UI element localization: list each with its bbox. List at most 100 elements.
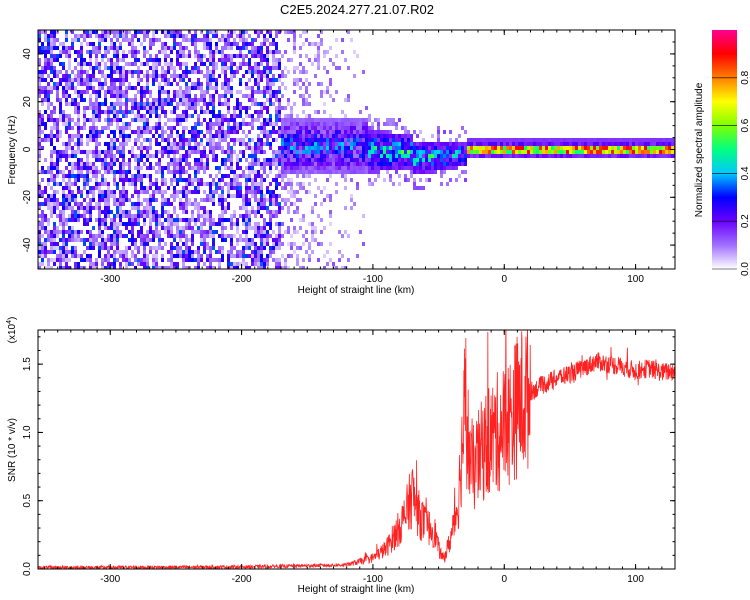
spectrogram-cell [641, 138, 644, 142]
spectrogram-cell [146, 190, 149, 194]
spectrogram-cell [143, 186, 146, 190]
spectrogram-cell [104, 142, 107, 146]
spectrogram-cell [254, 30, 257, 34]
spectrogram-cell [116, 238, 119, 242]
spectrogram-cell [161, 74, 164, 78]
spectrogram-cell [128, 82, 131, 86]
spectrogram-cell [65, 78, 68, 82]
spectrogram-cell [182, 46, 185, 50]
spectrogram-cell [245, 158, 248, 162]
spectrogram-cell [293, 190, 296, 194]
spectrogram-cell [629, 150, 632, 154]
spectrogram-cell [50, 46, 53, 50]
spectrogram-cell [56, 226, 59, 230]
spectrogram-cell [650, 146, 653, 150]
spectrogram-cell [212, 150, 215, 154]
spectrogram-cell [107, 266, 110, 269]
spectrogram-cell [143, 154, 146, 158]
spectrogram-cell [425, 162, 428, 166]
spectrogram-cell [53, 206, 56, 210]
spectrogram-cell [524, 146, 527, 150]
spectrogram-cell [251, 122, 254, 126]
spectrogram-cell [365, 138, 368, 142]
spectrogram-cell [170, 170, 173, 174]
spectrogram-cell [269, 250, 272, 254]
spectrogram-cell [464, 146, 467, 150]
spectrogram-cell [287, 254, 290, 258]
spectrogram-cell [356, 54, 359, 58]
spectrogram-cell [242, 230, 245, 234]
spectrogram-cell [140, 230, 143, 234]
spectrogram-cell [608, 138, 611, 142]
spectrogram-cell [212, 106, 215, 110]
spectrogram-cell [83, 114, 86, 118]
spectrogram-cell [53, 174, 56, 178]
spectrogram-cell [236, 238, 239, 242]
spectrogram-cell [272, 102, 275, 106]
spectrogram-cell [455, 166, 458, 170]
spectrogram-cell [233, 178, 236, 182]
spectrogram-cell [38, 58, 41, 62]
spectrogram-cell [368, 162, 371, 166]
spectrogram-cell [305, 114, 308, 118]
spectrogram-cell [164, 98, 167, 102]
spectrogram-cell [539, 142, 542, 146]
spectrogram-cell [257, 138, 260, 142]
spectrogram-cell [659, 150, 662, 154]
spectrogram-cell [248, 186, 251, 190]
spectrogram-cell [332, 142, 335, 146]
spectrogram-cell [278, 182, 281, 186]
spectrogram-cell [263, 42, 266, 46]
spectrogram-cell [299, 78, 302, 82]
spectrogram-cell [152, 70, 155, 74]
spectrogram-cell [179, 170, 182, 174]
spectrogram-cell [305, 166, 308, 170]
spectrogram-cell [239, 82, 242, 86]
spectrogram-cell [365, 126, 368, 130]
spectrogram-cell [290, 126, 293, 130]
spectrogram-cell [233, 126, 236, 130]
spectrogram-cell [371, 122, 374, 126]
spectrogram-cell [284, 74, 287, 78]
spectrogram-cell [452, 142, 455, 146]
spectrogram-cell [176, 62, 179, 66]
spectrogram-cell [407, 146, 410, 150]
spectrogram-cell [371, 158, 374, 162]
spectrogram-cell [188, 226, 191, 230]
spectrogram-cell [362, 146, 365, 150]
spectrogram-cell [206, 214, 209, 218]
spectrogram-cell [170, 250, 173, 254]
spectrogram-cell [248, 162, 251, 166]
spectrogram-cell [143, 254, 146, 258]
spectrogram-cell [116, 66, 119, 70]
spectrogram-cell [221, 254, 224, 258]
spectrogram-cell [116, 138, 119, 142]
spectrogram-cell [275, 242, 278, 246]
spectrogram-cell [395, 126, 398, 130]
spectrogram-cell [83, 30, 86, 34]
spectrogram-cell [200, 158, 203, 162]
spectrogram-cell [50, 186, 53, 190]
spectrogram-cell [290, 162, 293, 166]
spectrogram-cell [446, 162, 449, 166]
spectrogram-cell [548, 138, 551, 142]
spectrogram-cell [170, 50, 173, 54]
spectrogram-cell [221, 102, 224, 106]
spectrogram-cell [275, 198, 278, 202]
spectrogram-cell [236, 190, 239, 194]
spectrogram-cell [227, 154, 230, 158]
spectrogram-cell [266, 66, 269, 70]
spectrogram-cell [149, 226, 152, 230]
spectrogram-cell [383, 130, 386, 134]
spectrogram-cell [233, 214, 236, 218]
spectrogram-cell [173, 162, 176, 166]
spectrogram-cell [224, 58, 227, 62]
spectrogram-cell [248, 86, 251, 90]
spectrogram-cell [125, 126, 128, 130]
spectrogram-cell [269, 190, 272, 194]
spectrogram-cell [341, 50, 344, 54]
spectrogram-cell [347, 98, 350, 102]
spectrogram-cell [218, 202, 221, 206]
spectrogram-cell [251, 154, 254, 158]
spectrogram-cell [281, 130, 284, 134]
